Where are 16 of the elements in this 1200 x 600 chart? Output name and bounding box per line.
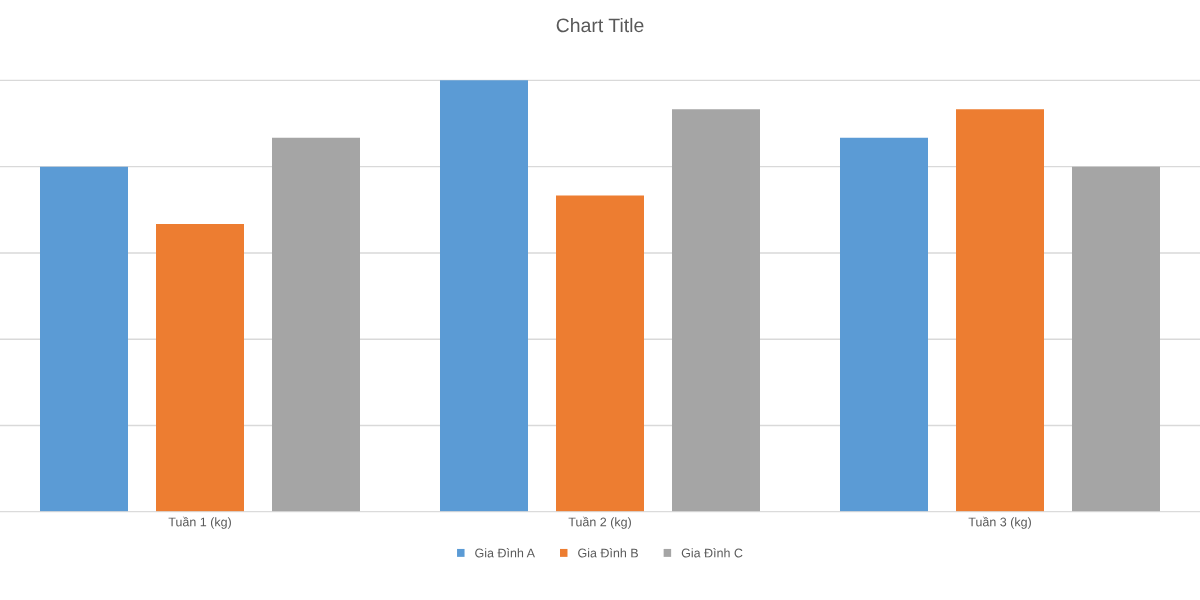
bar — [440, 80, 528, 512]
x-tick-label: Tuần 3 (kg) — [968, 516, 1031, 529]
x-tick-label: Tuần 2 (kg) — [568, 516, 631, 529]
legend-label: Gia Đình B — [578, 548, 638, 558]
bar — [672, 109, 760, 512]
bar — [156, 224, 244, 512]
bar — [1072, 166, 1160, 512]
legend-label: Gia Đình A — [475, 548, 535, 558]
bar — [840, 137, 928, 512]
legend-label: Gia Đình C — [681, 548, 743, 558]
x-tick-label: Tuần 1 (kg) — [168, 516, 231, 529]
bar — [40, 166, 128, 512]
bar — [272, 137, 360, 512]
chart-title: Chart Title — [556, 17, 644, 33]
bar — [556, 195, 644, 512]
bar — [956, 109, 1044, 512]
